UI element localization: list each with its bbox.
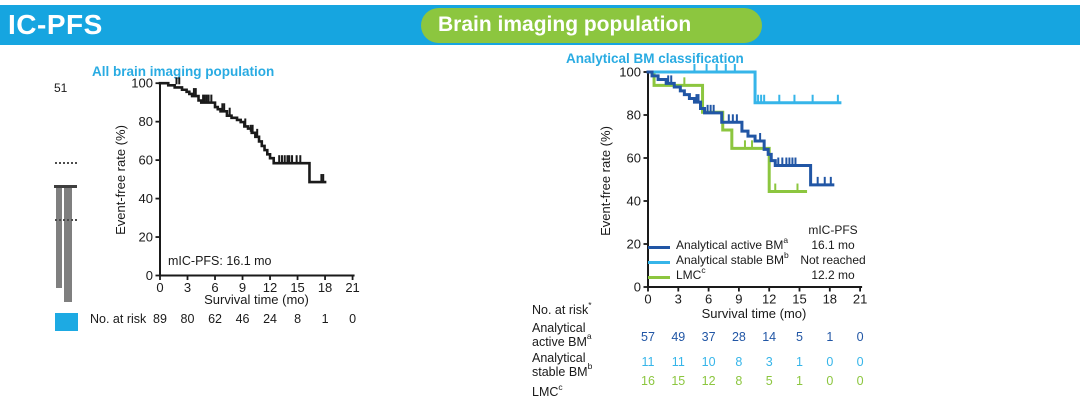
legend-label-stable-bm: Analytical stable BMb <box>676 249 789 267</box>
legend-swatch-active-bm <box>648 245 670 249</box>
svg-text:20: 20 <box>627 237 641 252</box>
left-at-risk-label: No. at risk <box>90 312 147 326</box>
svg-text:12: 12 <box>263 280 277 295</box>
svg-text:0: 0 <box>349 312 356 326</box>
right-plot-title: Analytical BM classification <box>566 51 744 66</box>
legend-swatch-stable-bm <box>648 260 670 264</box>
svg-text:1: 1 <box>322 312 329 326</box>
legend-value-stable-bm: Not reached <box>800 252 866 267</box>
svg-text:12: 12 <box>762 292 776 307</box>
svg-text:3: 3 <box>675 292 682 307</box>
svg-text:0: 0 <box>826 374 833 388</box>
svg-text:11: 11 <box>672 355 685 369</box>
svg-text:5: 5 <box>766 374 773 388</box>
svg-text:18: 18 <box>823 292 837 307</box>
svg-text:21: 21 <box>345 280 359 295</box>
svg-text:1: 1 <box>796 374 803 388</box>
svg-text:28: 28 <box>732 330 746 344</box>
at-risk-row-label-stable-bm: Analytical stable BMb <box>532 351 593 379</box>
svg-text:0: 0 <box>644 292 651 307</box>
svg-text:20: 20 <box>139 230 153 245</box>
population-pill-label: Brain imaging population <box>438 13 692 36</box>
svg-text:49: 49 <box>671 330 685 344</box>
svg-text:80: 80 <box>627 108 641 123</box>
svg-text:3: 3 <box>184 280 191 295</box>
svg-text:18: 18 <box>318 280 332 295</box>
km-chart-all-population: 0 3 6 9 12 15 18 21 0 20 40 60 80 100 89 80 62 46 24 8 1 0 <box>131 76 360 326</box>
svg-text:0: 0 <box>146 268 153 283</box>
legend-label-active-bm: Analytical active BMa <box>676 234 789 252</box>
legend-header: mIC-PFS <box>808 222 858 237</box>
at-risk-row-label-active-bm: Analytical active BMa <box>532 321 592 349</box>
svg-text:16: 16 <box>641 374 655 388</box>
svg-text:62: 62 <box>208 312 222 326</box>
fragment-bar-cap <box>54 185 77 188</box>
svg-text:40: 40 <box>627 194 641 209</box>
svg-text:1: 1 <box>826 330 833 344</box>
svg-text:8: 8 <box>294 312 301 326</box>
svg-text:10: 10 <box>702 355 716 369</box>
svg-text:80: 80 <box>139 114 153 129</box>
svg-text:100: 100 <box>131 76 153 91</box>
right-at-risk-label: No. at risk* <box>532 299 592 317</box>
svg-text:12: 12 <box>702 374 716 388</box>
legend-label-lmc: LMCc <box>676 265 706 283</box>
figure-title: IC-PFS <box>8 9 103 40</box>
svg-text:0: 0 <box>634 280 641 295</box>
fragment-bar <box>56 188 62 288</box>
svg-text:5: 5 <box>796 330 803 344</box>
fragment-count-label: 51 <box>54 81 68 95</box>
legend-value-active-bm: 16.1 mo <box>811 237 855 252</box>
svg-text:60: 60 <box>139 153 153 168</box>
svg-text:46: 46 <box>236 312 250 326</box>
svg-text:8: 8 <box>735 374 742 388</box>
svg-text:6: 6 <box>211 280 218 295</box>
svg-text:21: 21 <box>853 292 867 307</box>
right-x-axis-label: Survival time (mo) <box>701 306 807 321</box>
legend-swatch-lmc <box>648 275 670 280</box>
legend-value-lmc: 12.2 mo <box>811 268 855 283</box>
svg-text:0: 0 <box>857 330 864 344</box>
svg-text:9: 9 <box>239 280 246 295</box>
fragment-bar <box>64 188 72 302</box>
svg-text:11: 11 <box>642 355 655 369</box>
population-pill <box>421 8 762 43</box>
svg-text:80: 80 <box>181 312 195 326</box>
svg-text:15: 15 <box>792 292 806 307</box>
svg-text:60: 60 <box>627 151 641 166</box>
left-plot-title: All brain imaging population <box>92 64 275 79</box>
svg-text:37: 37 <box>702 330 716 344</box>
svg-text:0: 0 <box>826 355 833 369</box>
svg-text:40: 40 <box>139 191 153 206</box>
fragment-dotted-line <box>55 162 77 164</box>
svg-text:57: 57 <box>641 330 655 344</box>
at-risk-row-label-lmc: LMCc <box>532 381 563 399</box>
svg-text:9: 9 <box>735 292 742 307</box>
svg-text:15: 15 <box>290 280 304 295</box>
left-median-annotation: mIC-PFS: 16.1 mo <box>168 254 272 268</box>
svg-text:1: 1 <box>796 355 803 369</box>
svg-text:0: 0 <box>857 355 864 369</box>
svg-text:14: 14 <box>762 330 776 344</box>
svg-text:3: 3 <box>766 355 773 369</box>
svg-text:8: 8 <box>735 355 742 369</box>
left-x-axis-label: Survival time (mo) <box>204 292 309 307</box>
svg-text:24: 24 <box>263 312 277 326</box>
fragment-dotted-line <box>55 219 77 221</box>
svg-text:0: 0 <box>857 374 864 388</box>
svg-text:100: 100 <box>619 65 641 80</box>
svg-text:0: 0 <box>156 280 163 295</box>
fragment-legend-swatch <box>55 313 78 331</box>
svg-text:15: 15 <box>671 374 685 388</box>
svg-text:6: 6 <box>705 292 712 307</box>
svg-text:89: 89 <box>153 312 167 326</box>
right-plot-legend: mIC-PFS Analytical active BMa 16.1 mo An… <box>648 222 878 283</box>
